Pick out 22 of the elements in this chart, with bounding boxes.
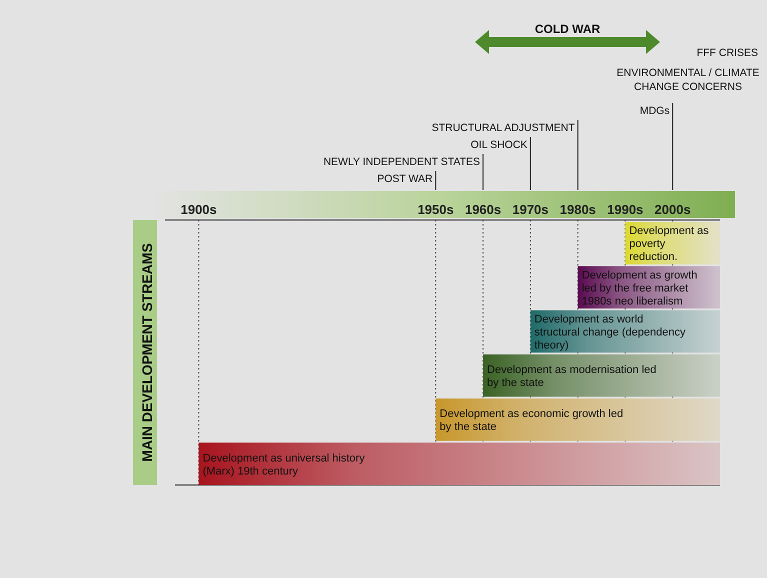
ref-line-label: MDGs xyxy=(640,105,670,117)
y-tick-label: Development as modernisation led by the state xyxy=(487,364,656,390)
x-tick-label: 1900s xyxy=(180,202,217,217)
ref-line-label: OIL SHOCK xyxy=(470,139,528,151)
x-tick-label: 1950s xyxy=(418,202,454,217)
y-tick-label: Development as poverty reduction. xyxy=(629,225,710,264)
ref-line-label: STRUCTURAL ADJUSTMENT xyxy=(432,122,576,134)
text: COLD WAR xyxy=(534,22,600,36)
y-tick-label: Development as world structural change (dependency theory) xyxy=(534,313,686,352)
y-axis-title: MAIN DEVELOPMENT STREAMS xyxy=(139,243,155,462)
x-tick-label: 1970s xyxy=(512,202,549,217)
x-tick-label: 1980s xyxy=(560,202,596,217)
text: FFF CRISES xyxy=(696,47,758,59)
x-tick-label: 1990s xyxy=(607,202,644,217)
y-tick-label: Development as economic growth led by the state xyxy=(440,408,624,434)
ref-line-label: POST WAR xyxy=(377,173,434,185)
ref-line-label: NEWLY INDEPENDENT STATES xyxy=(323,156,480,168)
text: ENVIRONMENTAL / CLIMATE CHANGE CONCERNS xyxy=(616,67,760,93)
y-tick-label: Development as growth led by the free market 1980s neo liberalism xyxy=(582,269,698,308)
y-tick-label: Development as universal history (Marx) 19th century xyxy=(202,452,366,478)
x-tick-label: 1960s xyxy=(464,202,502,217)
x-tick-label: 2000s xyxy=(654,202,691,217)
